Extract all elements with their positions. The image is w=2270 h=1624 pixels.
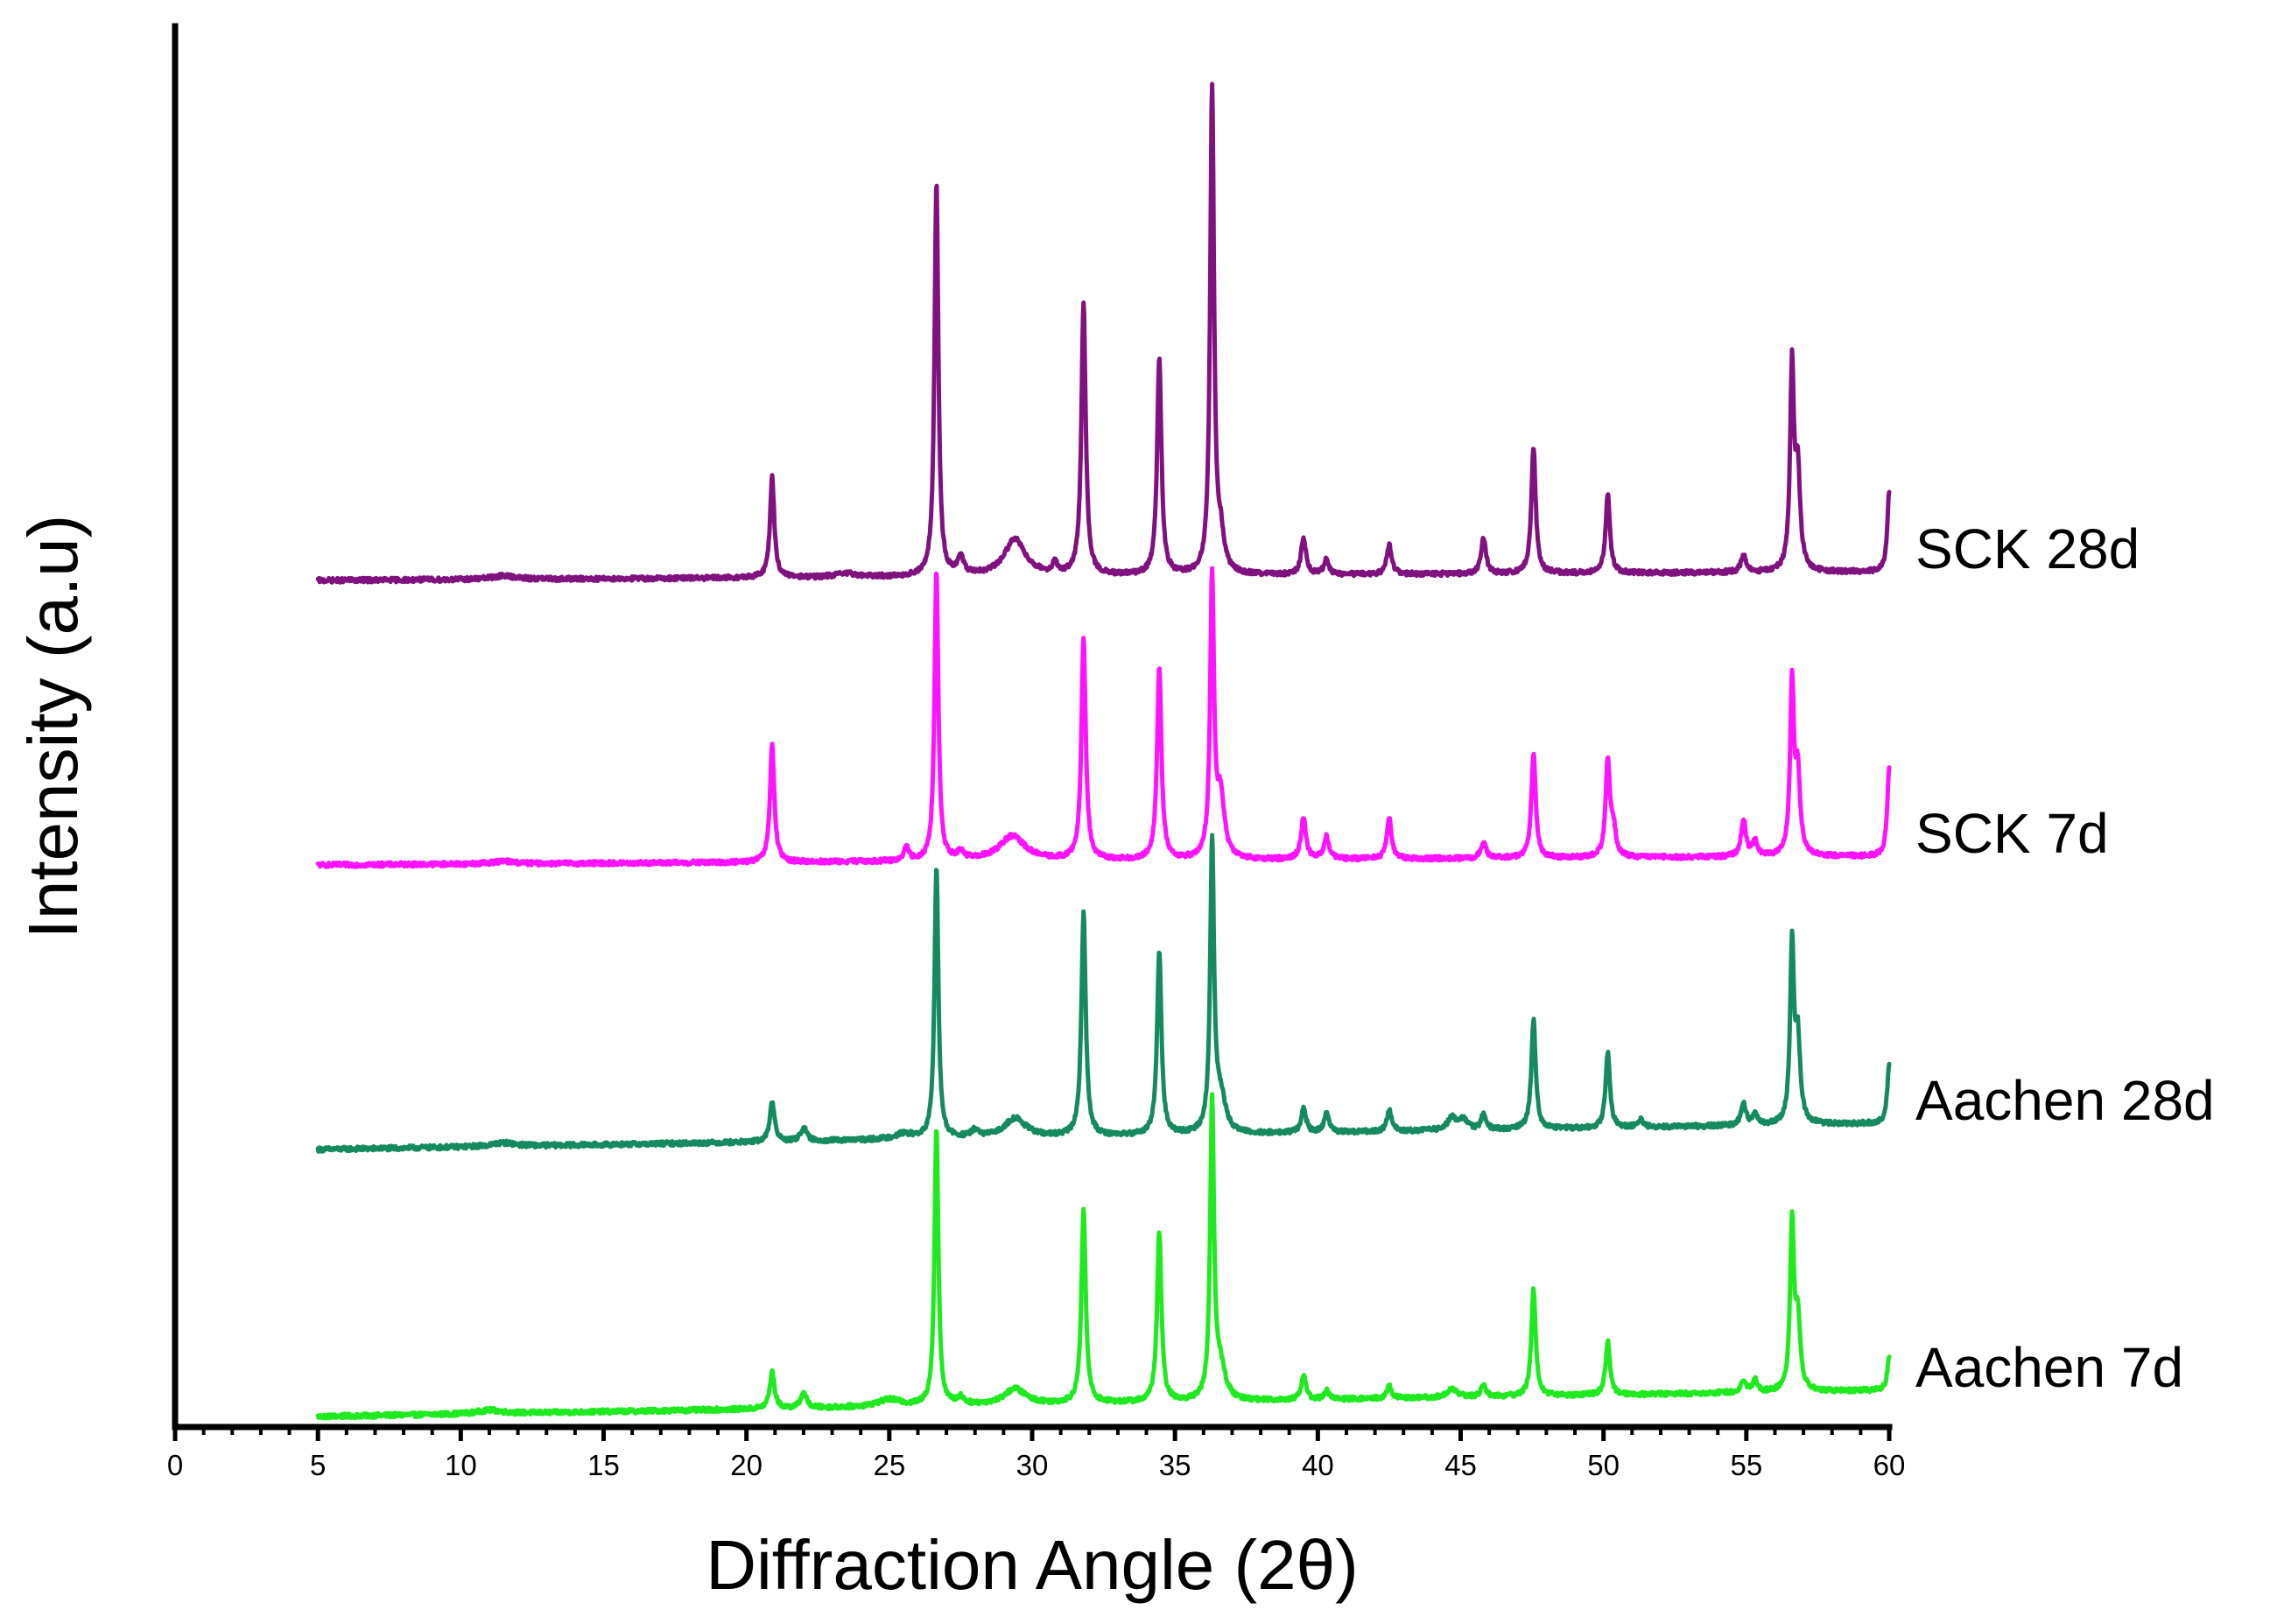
axes [172,23,1893,1431]
series-labels-group: Aachen 7d Aachen 28d SCK 7d SCK 28d [1915,517,2215,1399]
series-group [315,81,1892,1421]
x-tick-label: 40 [1302,1449,1334,1481]
x-tick-label: 55 [1730,1449,1762,1481]
x-tick-label: 5 [310,1449,326,1481]
x-tick-label: 60 [1873,1449,1906,1481]
x-tick-label: 30 [1016,1449,1049,1481]
series-label-aachen-28d: Aachen 28d [1915,1069,2215,1132]
x-tick-label: 25 [873,1449,905,1481]
series-label-aachen-7d: Aachen 7d [1915,1336,2183,1399]
x-tick-label: 15 [587,1449,620,1481]
x-tick-label: 20 [730,1449,763,1481]
x-tick-label: 10 [445,1449,477,1481]
series-line-sck-7d [315,566,1892,869]
series-label-sck-28d: SCK 28d [1915,517,2140,580]
x-tick-label: 0 [167,1449,183,1481]
x-tick-label: 45 [1444,1449,1477,1481]
x-tick-label: 50 [1587,1449,1620,1481]
series-line-sck-28d [315,81,1892,585]
series-line-aachen-7d [315,1092,1892,1421]
x-axis-ticks: 0 5 10 15 20 25 30 35 40 45 50 55 60 [167,1427,1906,1481]
series-label-sck-7d: SCK 7d [1915,802,2109,865]
x-tick-label: 35 [1159,1449,1191,1481]
x-axis-title: Diffraction Angle (2θ) [706,1526,1359,1604]
series-line-aachen-28d [315,833,1892,1154]
y-axis-title: Intensity (a.u) [14,515,92,939]
